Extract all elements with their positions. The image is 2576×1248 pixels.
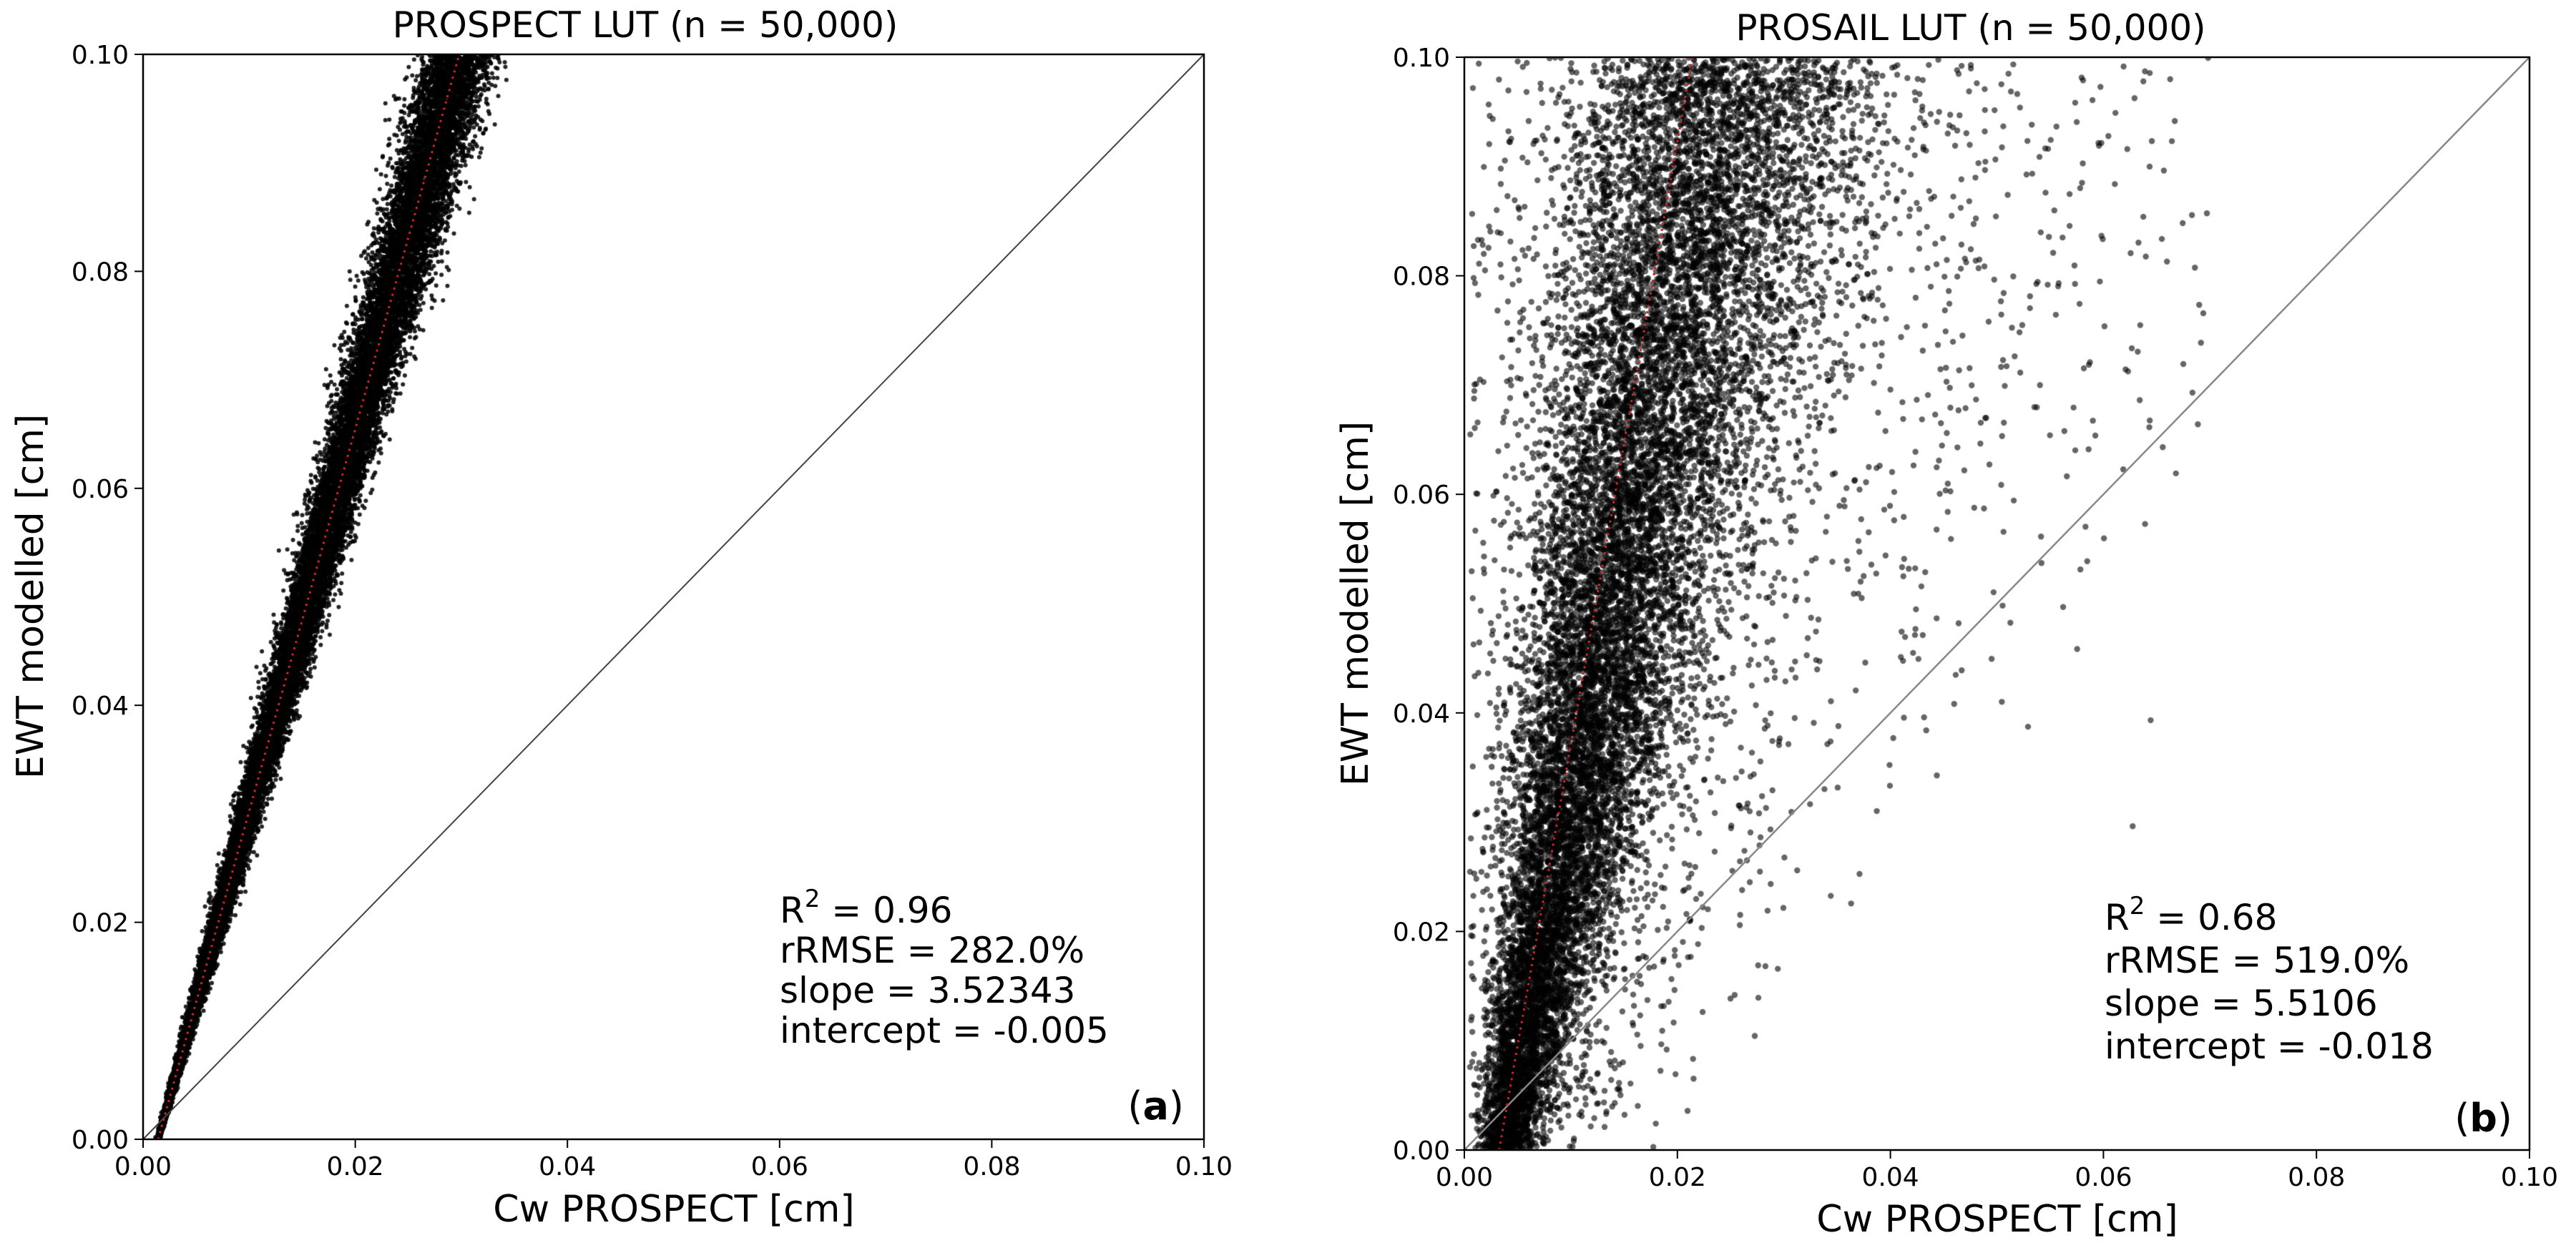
panel-a-one-to-one-line [142,54,1205,1140]
panel-b-axes-frame [1463,56,2531,1151]
panel-b-y-tick-label: 0.02 [1393,918,1450,947]
panel-a-axes-frame [142,53,1205,1141]
panel-a-r2: R2 = 0.96 [780,885,952,931]
panel-a-y-tick-label: 0.02 [72,909,129,938]
panel-a-y-tick-label: 0.10 [72,41,129,70]
panel-b-r2: R2 = 0.68 [2105,892,2277,938]
panel-b-x-tick-label: 0.00 [1436,1163,1493,1192]
panel-a-tag: (a) [1127,1084,1184,1129]
panel-b-y-tick-label: 0.10 [1393,44,1450,73]
panel-a-x-axis-label: Cw PROSPECT [cm] [493,1188,854,1231]
panel-b-y-axis-label: EWT modelled [cm] [1334,421,1377,786]
panel-b-scatter-chart: PROSAIL LUT (n = 50,000) 0.00 0.02 0.04 0.0… [1334,7,2558,1241]
panel-a-x-tick-label: 0.10 [1175,1152,1233,1181]
panel-a-x-tick-label: 0.00 [114,1152,172,1181]
panel-a-title: PROSPECT LUT (n = 50,000) [393,4,898,46]
panel-b-y-tick-label: 0.06 [1393,481,1450,510]
panel-b-y-tick-label: 0.04 [1393,699,1450,729]
panel-b-x-tick-label: 0.10 [2501,1163,2558,1192]
panel-a-x-tick-label: 0.04 [539,1152,596,1181]
panel-a-y-tick-label: 0.00 [72,1126,129,1155]
panel-b-slope: slope = 5.5106 [2105,983,2378,1024]
panel-b-x-tick-label: 0.04 [1862,1163,1919,1192]
panel-b-title: PROSAIL LUT (n = 50,000) [1735,7,2205,49]
panel-b-y-tick-label: 0.08 [1393,262,1450,292]
panel-a-y-tick-label: 0.08 [72,257,129,287]
panel-b-ticks: 0.00 0.02 0.04 0.06 0.08 0.10 0.00 0.02 0.04 0.06… [1393,44,2558,1192]
panel-a-scatter-chart: PROSPECT LUT (n = 50,000) 0.00 0.02 0.04 0.… [9,4,1233,1231]
panel-b-y-tick-label: 0.00 [1393,1136,1450,1166]
panel-a-y-tick-label: 0.04 [72,692,129,721]
panel-a-y-tick-label: 0.06 [72,475,129,504]
panel-b-stats-box: R2 = 0.68 rRMSE = 519.0% slope = 5.5106 … [2105,892,2434,1067]
panel-b-tag: (b) [2454,1096,2512,1141]
panel-a-fit-line [157,54,461,1140]
panel-b-rrmse: rRMSE = 519.0% [2105,940,2409,981]
panel-b-one-to-one-line [1464,56,2530,1151]
panel-a-stats-box: R2 = 0.96 rRMSE = 282.0% slope = 3.52343… [780,885,1109,1051]
panel-a-x-tick-label: 0.02 [327,1152,384,1181]
panel-a-slope: slope = 3.52343 [780,970,1075,1011]
panel-a-y-axis-label: EWT modelled [cm] [9,414,52,779]
panel-b-x-tick-label: 0.06 [2075,1163,2132,1192]
panel-b-x-axis-label: Cw PROSPECT [cm] [1816,1198,2178,1241]
panel-a-x-tick-label: 0.06 [751,1152,808,1181]
panel-b-intercept: intercept = -0.018 [2105,1026,2434,1067]
panel-b-fit-line [1498,56,1694,1151]
panel-b-x-tick-label: 0.02 [1649,1163,1706,1192]
panel-a-x-tick-label: 0.08 [963,1152,1020,1181]
panel-a-rrmse: rRMSE = 282.0% [780,930,1084,971]
panel-b-x-tick-label: 0.08 [2288,1163,2345,1192]
panel-a-ticks: 0.00 0.02 0.04 0.06 0.08 0.10 0.00 0.02 0.04 0.06… [72,41,1233,1181]
panel-a-intercept: intercept = -0.005 [780,1010,1109,1051]
